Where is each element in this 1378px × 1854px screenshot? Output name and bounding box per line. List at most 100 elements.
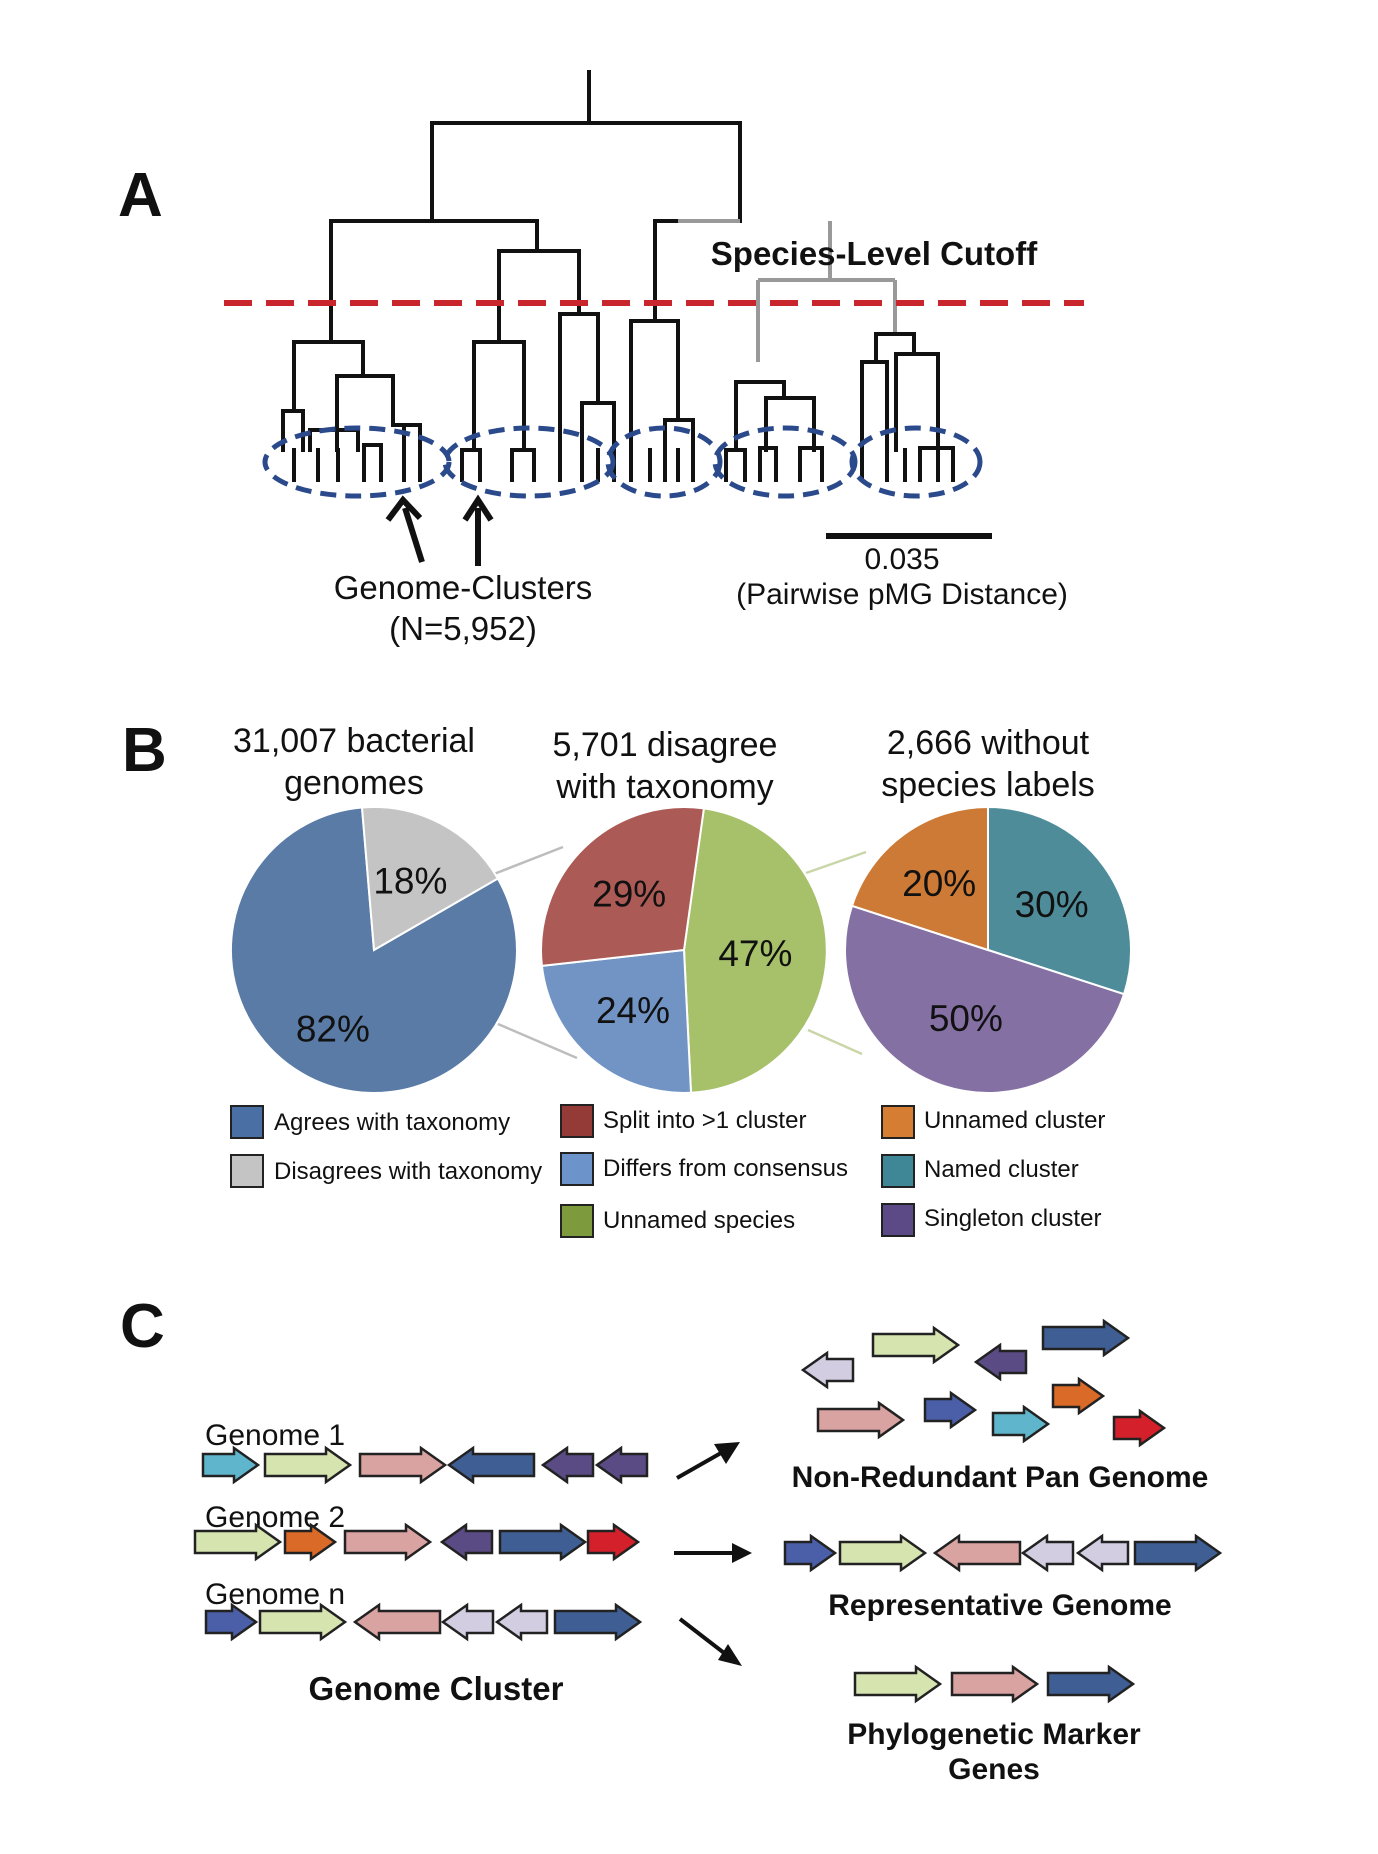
gene-arrow-icon — [283, 1522, 338, 1562]
gene-arrow-icon — [1112, 1408, 1167, 1448]
arrow-head-icon — [714, 1442, 740, 1464]
pie2-title-line2: with taxonomy — [555, 768, 773, 806]
pie-slice — [682, 807, 828, 1094]
pie-slice — [844, 904, 1126, 1094]
panel-b-letter: B — [122, 716, 167, 785]
gene-arrow-icon — [1133, 1533, 1223, 1573]
legend-swatch — [560, 1152, 594, 1186]
gene-arrow-icon — [1075, 1533, 1130, 1573]
gene-arrow-icon — [923, 1390, 978, 1430]
legend-label: Unnamed cluster — [924, 1107, 1105, 1134]
flow-arrows — [674, 1442, 752, 1666]
gene-arrow-icon — [439, 1522, 494, 1562]
legend-swatch — [230, 1154, 264, 1188]
species-cutoff-label: Species-Level Cutoff — [711, 235, 1038, 272]
gene-arrow-icon — [853, 1664, 943, 1704]
gene-arrow-icon — [263, 1445, 353, 1485]
arrow-head-icon — [732, 1543, 752, 1563]
legend-label: Split into >1 cluster — [603, 1107, 806, 1134]
gene-arrow-icon — [973, 1342, 1028, 1382]
gene-arrow-icon — [783, 1533, 838, 1573]
gene-arrow-icon — [343, 1522, 433, 1562]
representative-genome-label: Representative Genome — [828, 1589, 1171, 1622]
dendrogram — [281, 70, 955, 482]
gene-arrow-icon — [1020, 1533, 1075, 1573]
pie-slice — [540, 806, 706, 968]
cluster-ellipse — [442, 425, 616, 499]
legend-label: Named cluster — [924, 1156, 1079, 1183]
scale-caption: (Pairwise pMG Distance) — [736, 578, 1068, 611]
gene-arrow-icon — [594, 1445, 649, 1485]
gene-arrow-icon — [553, 1602, 643, 1642]
pie-slice-label: 82% — [296, 1009, 370, 1050]
gene-arrow-icon — [446, 1445, 536, 1485]
cluster-ellipse — [712, 425, 858, 499]
pie-slice-label: 20% — [902, 863, 976, 904]
gene-arrow-icon — [352, 1602, 442, 1642]
pie-slice-label: 30% — [1015, 884, 1089, 925]
pie3-title-line2: species labels — [881, 766, 1095, 804]
legend-swatch — [881, 1154, 915, 1188]
arrow-head-icon — [385, 495, 423, 522]
gene-arrow-icon — [1046, 1664, 1136, 1704]
marker-genes-label-line2: Genes — [948, 1753, 1040, 1786]
legend-label: Singleton cluster — [924, 1205, 1101, 1232]
legend: Agrees with taxonomy Disagrees with taxo… — [230, 1104, 1105, 1238]
gene-arrow-icon — [201, 1445, 261, 1485]
gene-arrow-icon — [1041, 1318, 1131, 1358]
legend-swatch — [560, 1204, 594, 1238]
pie3-title-line1: 2,666 without — [887, 724, 1090, 762]
pie-slice — [360, 806, 500, 952]
pie-slice — [987, 805, 1132, 996]
gene-arrow-icon — [358, 1445, 448, 1485]
legend-label: Differs from consensus — [603, 1155, 848, 1182]
pie-slice — [540, 948, 693, 1094]
pie1-title-line1: 31,007 bacterial — [233, 722, 475, 760]
gene-arrow-icon — [204, 1602, 259, 1642]
legend-label: Agrees with taxonomy — [274, 1109, 510, 1136]
clusters-label-line2: (N=5,952) — [389, 610, 537, 647]
cluster-ellipse — [605, 425, 723, 499]
gene-arrow-icon — [586, 1522, 641, 1562]
arrow-head-icon — [462, 494, 494, 522]
pan-genome-label: Non-Redundant Pan Genome — [792, 1461, 1209, 1494]
pie-slice-label: 47% — [718, 933, 792, 974]
gene-arrow-icon — [816, 1400, 906, 1440]
panel-c-letter: C — [120, 1292, 165, 1361]
legend-swatch — [560, 1104, 594, 1138]
gene-arrow-icon — [950, 1664, 1040, 1704]
legend-swatch — [881, 1203, 915, 1237]
pie-slice-label: 24% — [596, 990, 670, 1031]
pie-slice-label: 50% — [929, 998, 1003, 1039]
pie-connectors — [493, 845, 578, 1060]
pie-connectors — [805, 850, 867, 1056]
gene-arrow-icon — [540, 1445, 595, 1485]
legend-swatch — [881, 1105, 915, 1139]
gene-arrow-icon — [932, 1533, 1022, 1573]
scale-value: 0.035 — [864, 543, 939, 576]
pie-slice-label: 18% — [373, 860, 447, 901]
genome-cluster-ellipses — [262, 425, 983, 499]
genome-2-label: Genome 2 — [205, 1501, 345, 1534]
pie2-title-line1: 5,701 disagree — [553, 726, 778, 764]
cluster-pointer-arrows — [385, 494, 494, 566]
pie-charts: 82% 18% 47% 24% 29% 30% 50% 20% — [230, 805, 1132, 1094]
marker-genes-label-line1: Phylogenetic Marker — [847, 1718, 1141, 1751]
genome-cluster-label: Genome Cluster — [309, 1670, 564, 1707]
arrow-head-icon — [718, 1644, 742, 1666]
pie1-title-line2: genomes — [284, 764, 424, 802]
gene-arrow-icon — [494, 1602, 549, 1642]
gene-arrow-icon — [991, 1404, 1051, 1444]
legend-label: Disagrees with taxonomy — [274, 1158, 542, 1185]
gene-arrow-icon — [838, 1533, 928, 1573]
gene-arrow-icon — [498, 1522, 588, 1562]
legend-label: Unnamed species — [603, 1207, 795, 1234]
gene-arrow-icon — [800, 1350, 855, 1390]
gene-arrows — [193, 1318, 1223, 1704]
gene-arrow-icon — [258, 1602, 348, 1642]
gene-arrow-icon — [193, 1522, 283, 1562]
panel-a-letter: A — [118, 161, 163, 230]
clusters-label-line1: Genome-Clusters — [334, 569, 593, 606]
pie-slice — [850, 805, 989, 952]
